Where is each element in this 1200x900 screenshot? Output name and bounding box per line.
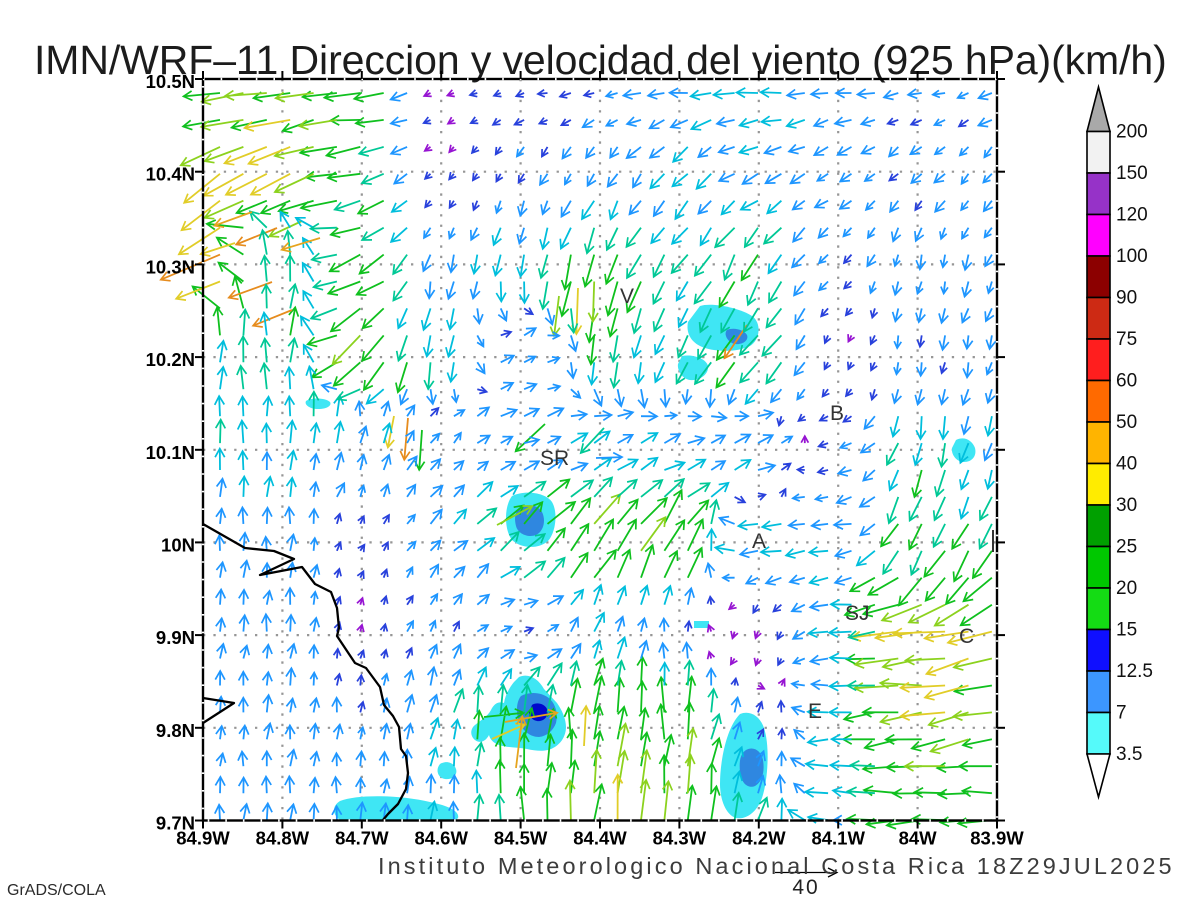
svg-text:84W: 84W (899, 828, 938, 849)
svg-text:84.7W: 84.7W (335, 828, 389, 849)
svg-text:12.5: 12.5 (1116, 661, 1153, 682)
svg-text:90: 90 (1116, 288, 1137, 309)
svg-text:83.9W: 83.9W (970, 828, 1024, 849)
svg-text:84.4W: 84.4W (573, 828, 627, 849)
svg-text:84.3W: 84.3W (653, 828, 707, 849)
svg-text:60: 60 (1116, 371, 1137, 392)
svg-text:A: A (752, 530, 766, 553)
svg-text:10.5N: 10.5N (146, 71, 195, 92)
svg-text:10N: 10N (161, 534, 195, 555)
svg-text:25: 25 (1116, 537, 1137, 558)
svg-text:9.8N: 9.8N (156, 720, 195, 741)
svg-text:84.1W: 84.1W (811, 828, 865, 849)
svg-text:50: 50 (1116, 412, 1137, 433)
svg-text:10.1N: 10.1N (146, 442, 195, 463)
svg-text:3.5: 3.5 (1116, 744, 1142, 765)
svg-text:84.5W: 84.5W (494, 828, 548, 849)
svg-text:84.2W: 84.2W (732, 828, 786, 849)
svg-text:E: E (808, 700, 822, 723)
svg-text:20: 20 (1116, 578, 1137, 599)
svg-text:100: 100 (1116, 246, 1148, 267)
svg-text:84.8W: 84.8W (256, 828, 310, 849)
svg-text:15: 15 (1116, 620, 1137, 641)
svg-text:SJ: SJ (845, 602, 870, 625)
svg-text:75: 75 (1116, 329, 1137, 350)
svg-text:7: 7 (1116, 703, 1127, 724)
svg-text:40: 40 (1116, 454, 1137, 475)
svg-text:10.4N: 10.4N (146, 164, 195, 185)
svg-text:V: V (620, 285, 634, 308)
svg-text:200: 200 (1116, 122, 1148, 143)
svg-text:84.6W: 84.6W (414, 828, 468, 849)
svg-text:84.9W: 84.9W (176, 828, 230, 849)
svg-text:B: B (830, 402, 844, 425)
svg-text:C: C (959, 625, 974, 648)
svg-text:10.2N: 10.2N (146, 349, 195, 370)
svg-text:GrADS/COLA: GrADS/COLA (7, 882, 106, 899)
svg-text:40: 40 (792, 876, 819, 899)
svg-text:SR: SR (540, 447, 569, 470)
svg-text:Instituto Meteorologico Nacion: Instituto Meteorologico Nacional Costa R… (378, 853, 1175, 879)
svg-text:9.7N: 9.7N (156, 813, 195, 834)
svg-text:150: 150 (1116, 163, 1148, 184)
svg-text:120: 120 (1116, 205, 1148, 226)
svg-text:9.9N: 9.9N (156, 627, 195, 648)
svg-text:10.3N: 10.3N (146, 256, 195, 277)
svg-text:30: 30 (1116, 495, 1137, 516)
